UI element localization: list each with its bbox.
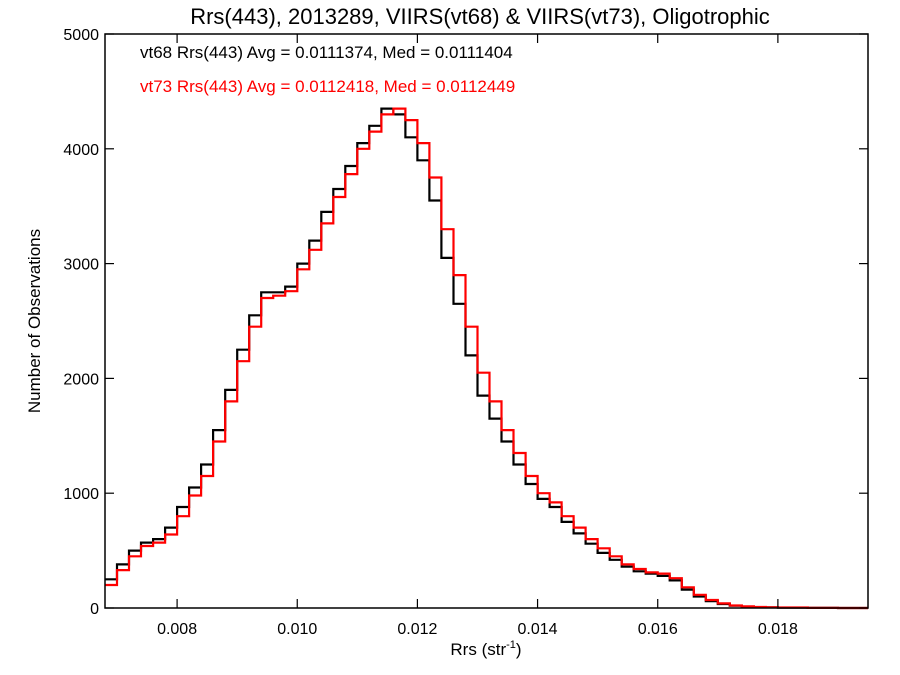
y-tick-label: 5000 <box>63 27 99 44</box>
y-tick-label: 3000 <box>63 257 99 274</box>
x-axis-label-close: ) <box>516 640 522 659</box>
x-tick-label: 0.010 <box>277 621 317 638</box>
annotation-vt68: vt68 Rrs(443) Avg = 0.0111374, Med = 0.0… <box>140 43 513 62</box>
x-tick-label: 0.014 <box>518 621 558 638</box>
plot-frame <box>104 33 869 609</box>
ticks-layer: 0.008 0.010 0.012 0.014 0.016 0.018 0 1000 2000 3… <box>63 27 868 638</box>
x-tick-label: 0.018 <box>758 621 798 638</box>
y-tick-label: 2000 <box>63 371 99 388</box>
x-axis-label-main: Rrs (str <box>450 640 506 659</box>
x-tick-label: 0.016 <box>638 621 678 638</box>
series-layer <box>105 107 868 610</box>
chart-title: Rrs(443), 2013289, VIIRS(vt68) & VIIRS(v… <box>190 4 770 29</box>
y-axis-label: Number of Observations <box>25 229 44 413</box>
y-tick-label: 0 <box>90 601 99 618</box>
series-line-1 <box>105 107 868 610</box>
y-tick-label: 1000 <box>63 486 99 503</box>
x-tick-label: 0.012 <box>397 621 437 638</box>
x-tick-label: 0.008 <box>157 621 197 638</box>
x-axis-label-sup: -1 <box>506 639 516 651</box>
y-tick-label: 4000 <box>63 142 99 159</box>
x-axis-label: Rrs (str-1) <box>450 639 521 659</box>
series-line-0 <box>105 107 868 610</box>
annotation-vt73: vt73 Rrs(443) Avg = 0.0112418, Med = 0.0… <box>140 77 515 96</box>
